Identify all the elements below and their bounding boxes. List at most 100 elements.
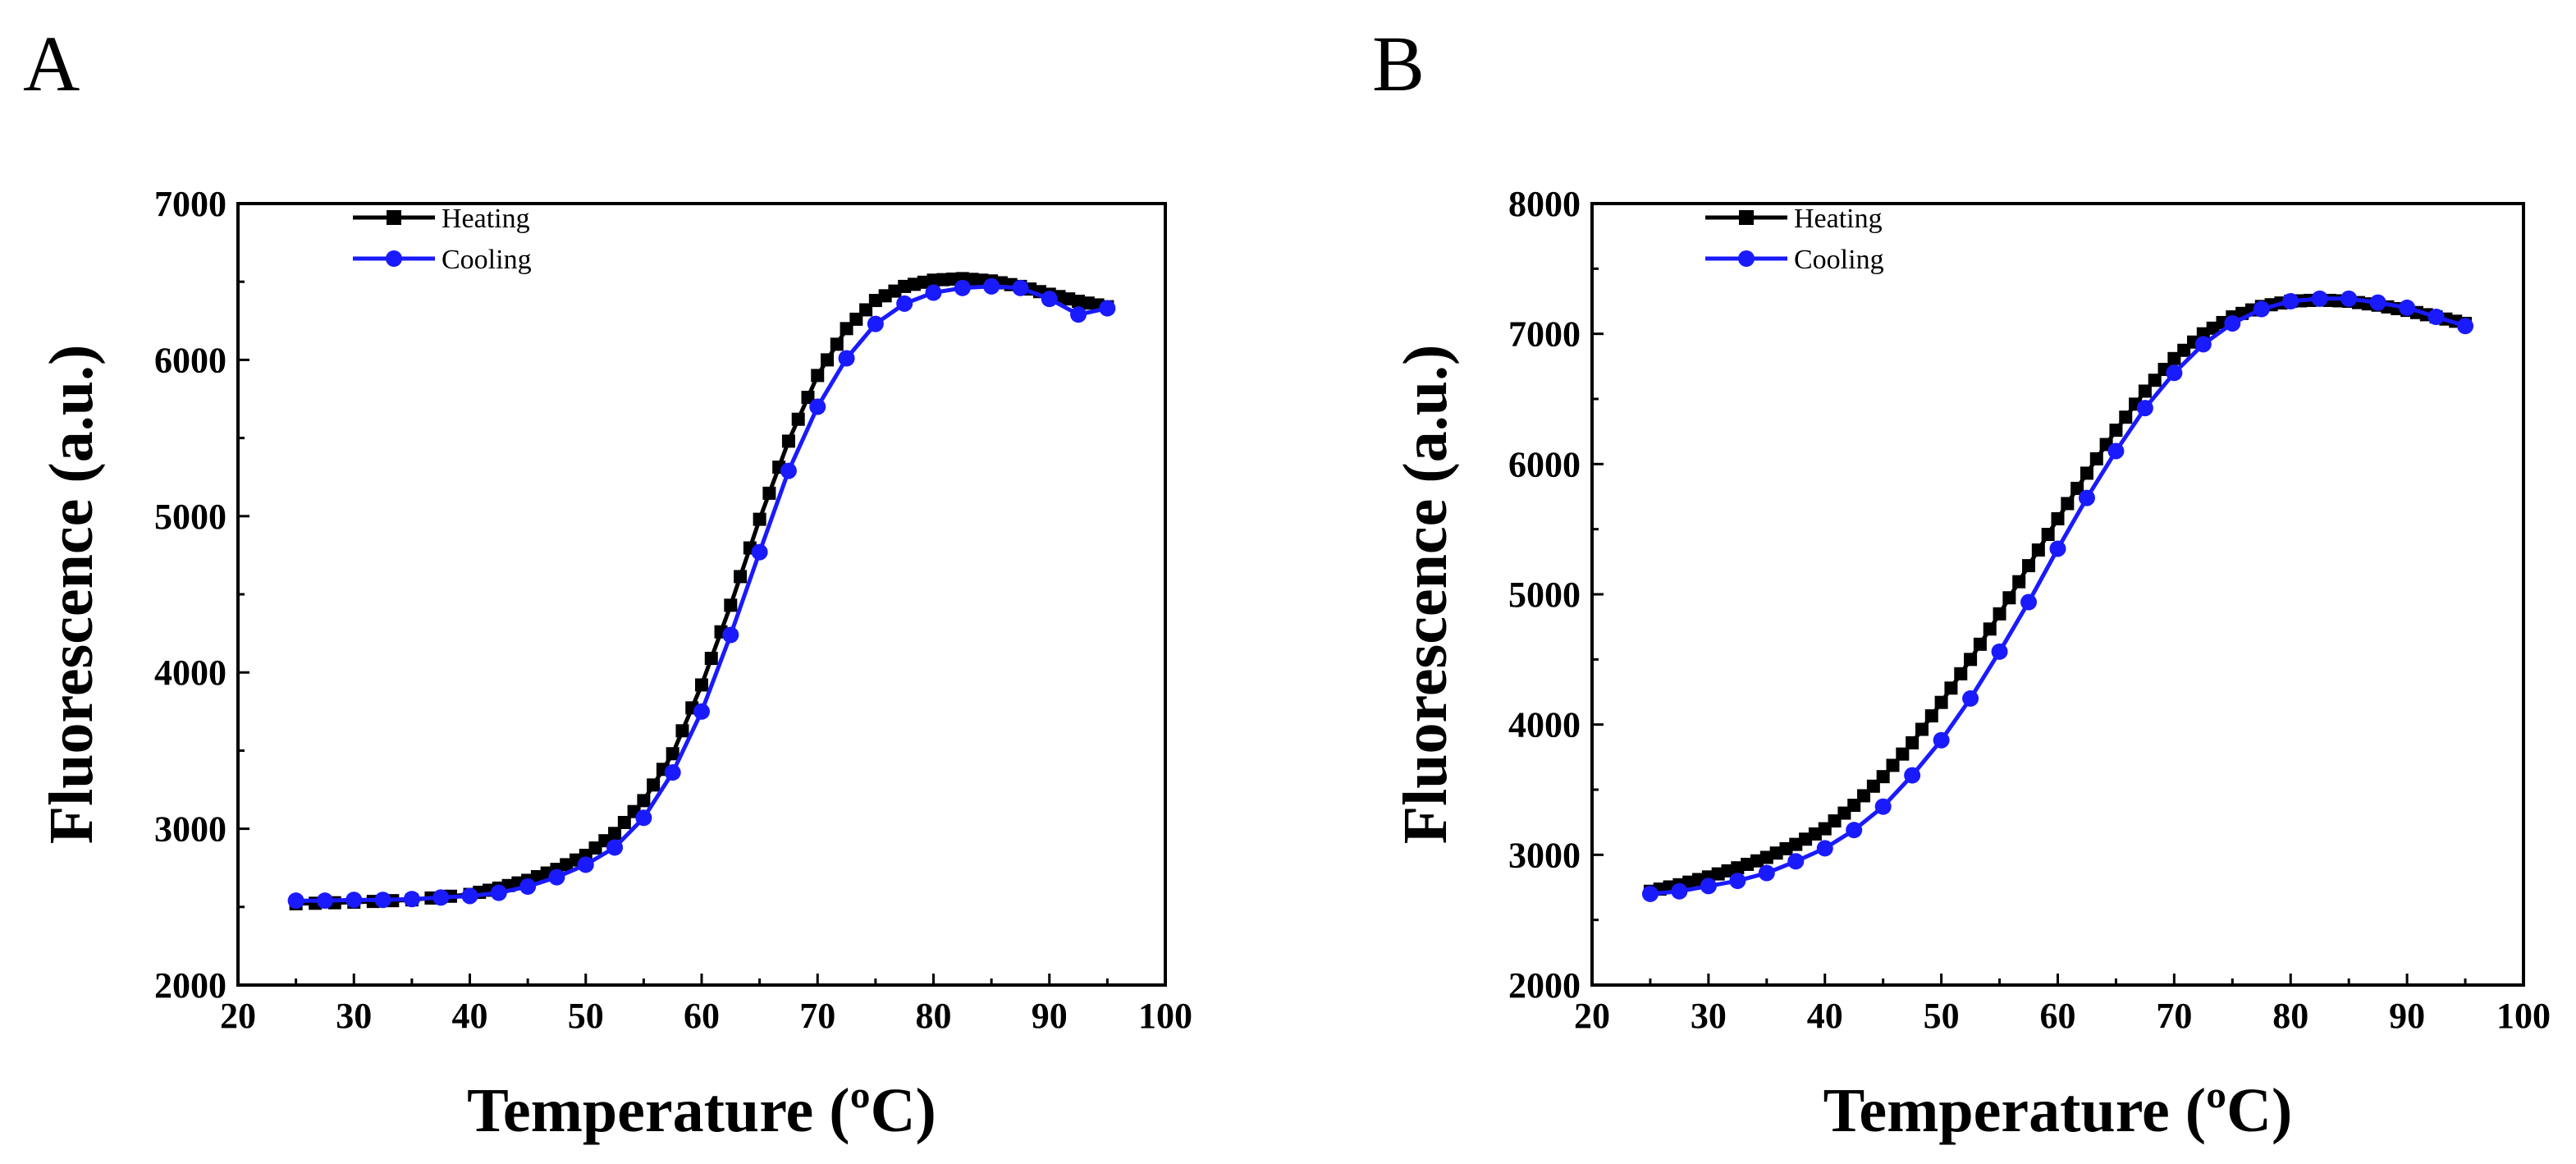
data-point [704,652,718,666]
data-point [809,398,826,415]
data-point [1070,306,1087,323]
legend-label: Heating [442,204,530,234]
x-tick-label: 80 [916,996,952,1036]
y-tick-label: 7000 [1508,314,1581,355]
data-point [2051,511,2065,525]
x-tick-label: 30 [1691,996,1727,1036]
data-point [2311,290,2328,307]
x-tick-label: 70 [2156,996,2192,1036]
data-point [1816,840,1833,857]
data-point [1874,798,1892,815]
data-point [2148,373,2162,387]
data-point [1886,758,1900,772]
data-point [821,353,835,367]
x-tick-label: 90 [2389,996,2425,1036]
data-point [519,878,537,896]
data-point [1896,747,1910,761]
data-point [2194,336,2212,353]
data-point [432,889,450,906]
data-point [2457,318,2474,335]
data-point [606,839,624,856]
data-point [734,570,748,584]
data-point [316,892,333,910]
data-point [781,434,795,448]
chart-panel-a: A 20 30 40 50 60 70 80 90 100 2000 3000 4000 5000 6000… [23,20,1192,1145]
y-axis-title: Fluorescence (a.u.) [1391,345,1460,845]
data-point [983,277,1000,295]
data-point [1993,607,2006,621]
data-point [2002,591,2016,605]
data-point [1099,300,1116,317]
data-point [762,486,776,500]
data-point [548,868,565,886]
data-point [1962,690,1979,707]
data-point [577,856,594,873]
y-tick-label: 4000 [1508,705,1581,745]
x-tick-label: 60 [684,996,720,1036]
data-point [1904,767,1921,784]
data-point [637,794,651,808]
data-point [1700,878,1717,895]
data-point [1846,822,1863,839]
legend-label: Heating [1794,204,1883,234]
x-tick-label: 20 [220,996,256,1036]
data-point [753,512,766,526]
data-point [2399,299,2416,316]
x-axis-title: Temperature (ºC) [1823,1076,2293,1145]
x-tick-label: 70 [799,996,835,1036]
data-point [2012,575,2026,589]
data-point [647,778,661,792]
legend: Heating Cooling [353,204,532,275]
data-point [830,337,844,351]
data-point [722,626,739,644]
data-point [2109,424,2123,438]
data-point [1012,279,1029,296]
y-tick-label: 3000 [1508,835,1581,875]
y-tick-label: 2000 [1508,965,1581,1006]
data-point [2340,290,2358,307]
data-point [1906,736,1919,749]
legend-label: Cooling [1794,245,1884,275]
x-tick-label: 80 [2272,996,2308,1036]
data-point [954,279,971,296]
y-tick-label: 6000 [154,340,226,380]
y-tick-label: 8000 [1508,184,1581,224]
x-axis-title: Temperature (ºC) [467,1076,936,1145]
data-point [1944,681,1958,695]
data-point [2282,293,2299,309]
data-point [2089,451,2103,465]
data-point [1915,722,1929,736]
data-point [724,598,738,612]
data-point [1729,873,1746,890]
data-point [1933,731,1950,749]
x-tick-label: 40 [452,996,488,1036]
series-cooling [1641,290,2474,902]
series-cooling [287,277,1116,910]
data-point [2138,384,2152,398]
data-point [811,369,825,383]
data-point [751,543,768,561]
data-point [1954,667,1968,681]
x-tick-label: 60 [2040,996,2076,1036]
data-point [2070,481,2084,495]
legend-marker [386,250,402,267]
data-point [1964,653,1978,667]
data-point [1787,853,1805,870]
legend-marker [1739,210,1754,225]
data-point [791,412,805,426]
data-point [345,891,363,909]
data-point [608,827,622,841]
data-point [693,703,710,720]
data-point [287,892,304,910]
x-tick-label: 100 [2496,996,2551,1036]
data-point [1983,622,1997,636]
data-point [461,887,478,905]
data-point [867,315,884,332]
panel-label: B [1372,20,1425,108]
data-point [2136,400,2153,417]
y-tick-label: 6000 [1508,444,1581,484]
data-point [1671,882,1688,900]
data-point [1991,643,2008,660]
data-point [1934,695,1948,709]
